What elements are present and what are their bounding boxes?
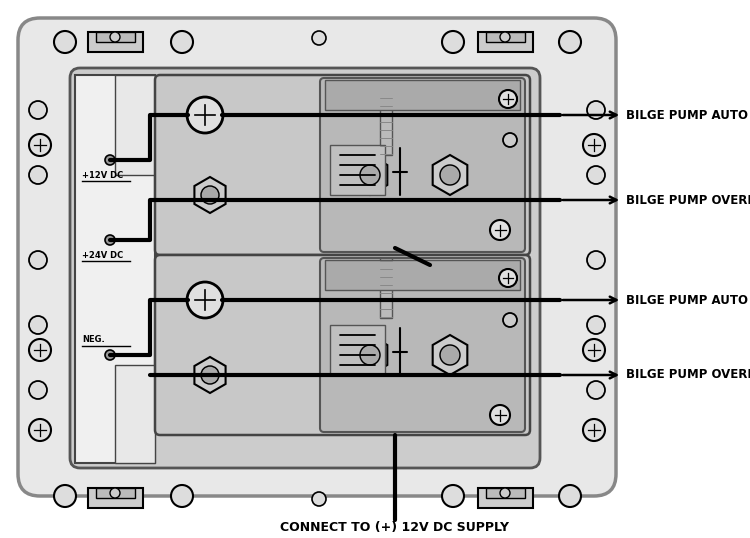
Text: BILGE PUMP OVERRIDE: BILGE PUMP OVERRIDE (626, 194, 750, 207)
Circle shape (105, 155, 115, 165)
FancyBboxPatch shape (320, 78, 525, 252)
Circle shape (29, 101, 47, 119)
Circle shape (587, 381, 605, 399)
Bar (88, 32, 143, 52)
Circle shape (499, 269, 517, 287)
Circle shape (312, 492, 326, 506)
Bar (486, 488, 525, 498)
FancyBboxPatch shape (155, 255, 530, 435)
Text: BILGE PUMP OVERRIDE: BILGE PUMP OVERRIDE (626, 369, 750, 381)
Circle shape (360, 165, 380, 185)
Circle shape (587, 316, 605, 334)
Circle shape (105, 235, 115, 245)
Bar (325, 260, 520, 290)
Circle shape (503, 271, 517, 285)
Circle shape (360, 345, 380, 365)
Circle shape (503, 133, 517, 147)
Circle shape (499, 90, 517, 108)
Circle shape (187, 97, 223, 133)
Circle shape (583, 134, 605, 156)
Circle shape (440, 345, 460, 365)
Bar (115, 75, 155, 175)
Bar (88, 488, 143, 508)
Bar (325, 80, 520, 110)
Circle shape (442, 31, 464, 53)
Polygon shape (352, 155, 387, 195)
Circle shape (442, 485, 464, 507)
Bar (478, 488, 533, 508)
Bar (486, 32, 525, 42)
Text: CONNECT TO (+) 12V DC SUPPLY: CONNECT TO (+) 12V DC SUPPLY (280, 521, 509, 534)
Circle shape (29, 381, 47, 399)
Circle shape (54, 31, 76, 53)
Circle shape (171, 485, 193, 507)
Text: NEG.: NEG. (82, 336, 105, 344)
Circle shape (500, 32, 510, 42)
Polygon shape (194, 177, 226, 213)
Circle shape (503, 313, 517, 327)
Circle shape (583, 419, 605, 441)
Bar (330, 145, 385, 195)
Circle shape (503, 92, 517, 106)
Circle shape (171, 31, 193, 53)
Bar (330, 325, 385, 375)
Circle shape (29, 339, 51, 361)
Bar (96, 32, 135, 42)
Circle shape (500, 488, 510, 498)
Bar (478, 32, 533, 52)
FancyBboxPatch shape (155, 75, 530, 255)
Circle shape (587, 166, 605, 184)
Circle shape (29, 166, 47, 184)
Circle shape (54, 485, 76, 507)
Text: +24V DC: +24V DC (82, 251, 123, 259)
Circle shape (110, 488, 120, 498)
FancyBboxPatch shape (18, 18, 616, 496)
Polygon shape (352, 335, 387, 375)
FancyBboxPatch shape (70, 68, 540, 468)
Circle shape (29, 316, 47, 334)
Polygon shape (433, 335, 467, 375)
Circle shape (587, 101, 605, 119)
Polygon shape (194, 357, 226, 393)
Circle shape (29, 134, 51, 156)
Bar (380, 95, 392, 155)
Bar (96, 488, 135, 498)
Circle shape (187, 282, 223, 318)
Circle shape (110, 32, 120, 42)
Circle shape (105, 350, 115, 360)
Text: BILGE PUMP AUTO / FLOAT SWITCH: BILGE PUMP AUTO / FLOAT SWITCH (626, 294, 750, 307)
Circle shape (29, 419, 51, 441)
Circle shape (440, 165, 460, 185)
Bar (115, 365, 155, 463)
Circle shape (312, 31, 326, 45)
Circle shape (201, 186, 219, 204)
FancyBboxPatch shape (320, 258, 525, 432)
Circle shape (490, 405, 510, 425)
Text: +12V DC: +12V DC (82, 171, 123, 180)
Circle shape (587, 251, 605, 269)
Circle shape (201, 366, 219, 384)
Circle shape (490, 220, 510, 240)
Bar (75, 75, 155, 463)
Circle shape (559, 485, 581, 507)
Circle shape (583, 339, 605, 361)
Circle shape (559, 31, 581, 53)
Polygon shape (433, 155, 467, 195)
Bar (380, 258, 392, 318)
Text: BILGE PUMP AUTO / FLOAT SWITCH: BILGE PUMP AUTO / FLOAT SWITCH (626, 109, 750, 122)
Circle shape (29, 251, 47, 269)
